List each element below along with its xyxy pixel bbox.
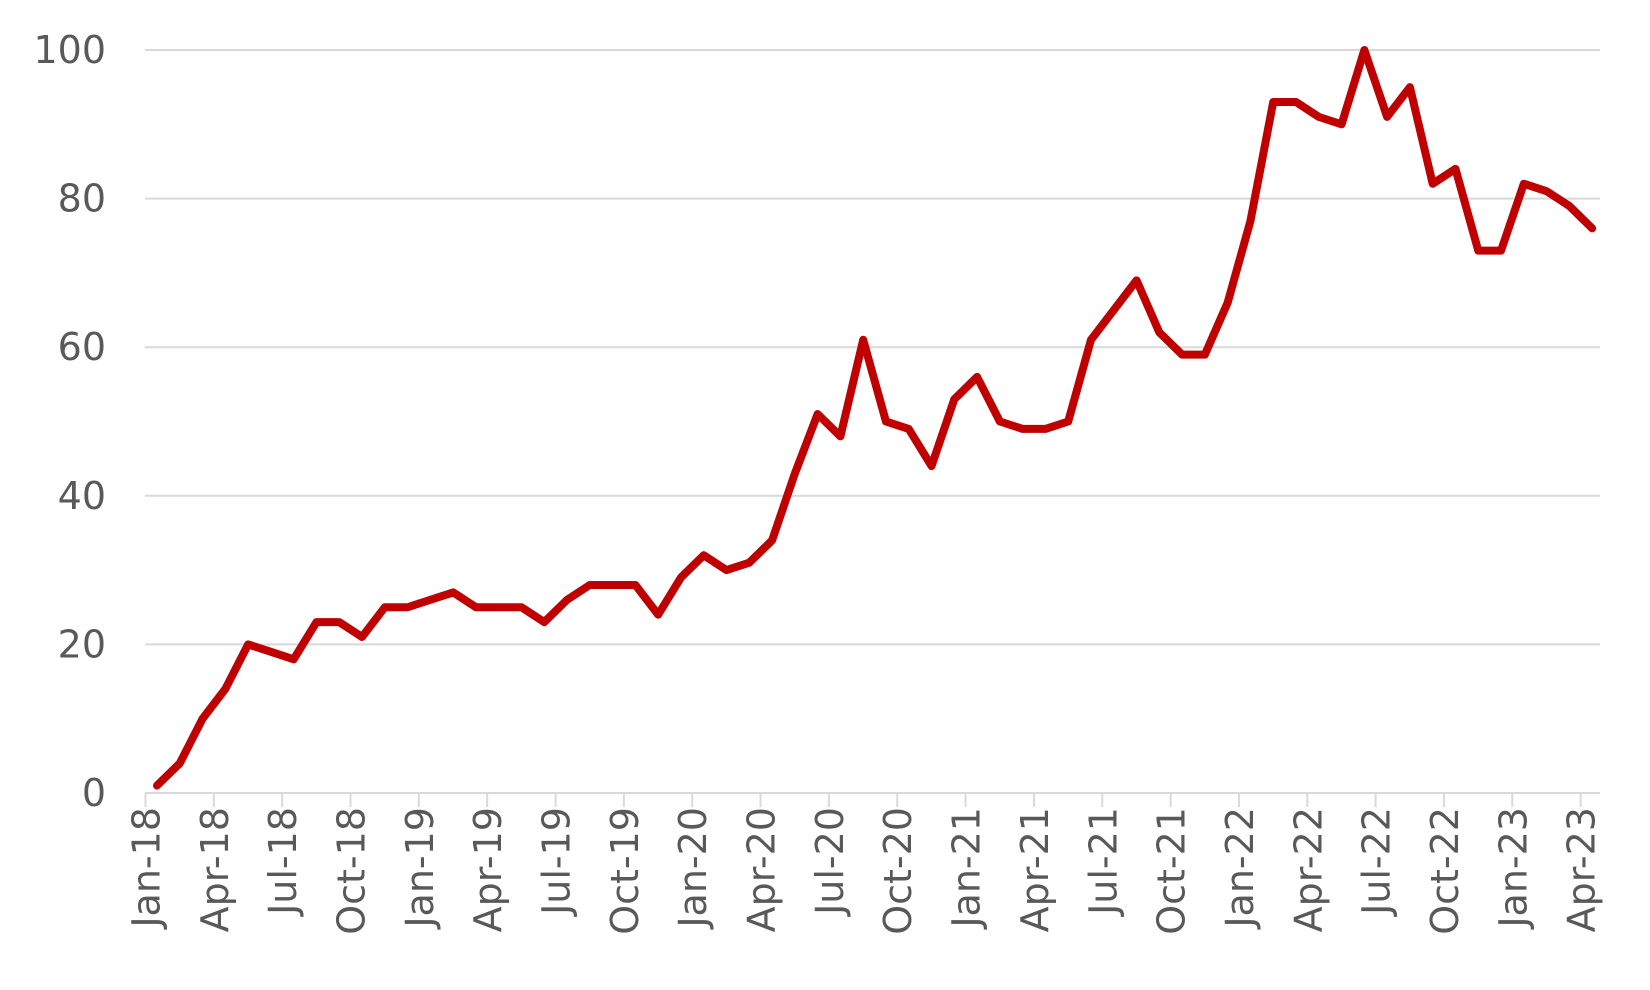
x-tick-label: Jan-18 xyxy=(125,807,169,930)
x-tick-label: Apr-22 xyxy=(1286,807,1330,932)
x-tick-label: Jan-22 xyxy=(1218,807,1262,930)
x-tick-label: Jul-20 xyxy=(808,807,852,917)
x-tick-label: Apr-19 xyxy=(466,807,510,932)
x-tick-label: Jan-23 xyxy=(1491,807,1535,930)
x-tick-label: Jan-20 xyxy=(671,807,715,930)
series-line-0 xyxy=(153,46,1597,790)
x-tick-label: Jul-21 xyxy=(1081,807,1125,917)
y-tick-label: 0 xyxy=(82,771,106,815)
x-tick-label: Jul-18 xyxy=(261,807,305,917)
x-tick-label: Apr-20 xyxy=(740,807,784,932)
y-tick-label: 100 xyxy=(33,28,106,72)
x-tick-label: Jan-21 xyxy=(945,807,989,930)
x-tick-label: Jul-22 xyxy=(1355,807,1399,917)
x-tick-label: Jul-19 xyxy=(535,807,579,917)
gridlines xyxy=(145,49,1600,646)
y-tick-label: 40 xyxy=(58,474,106,518)
x-axis-tick-labels: Jan-18 Apr-18 Jul-18 Oct-18 Jan-19 Apr-19 Jul-… xyxy=(125,807,1604,935)
x-tick-label: Oct-18 xyxy=(330,807,374,935)
x-tick-label: Oct-19 xyxy=(603,807,647,935)
x-tick-label: Oct-21 xyxy=(1150,807,1194,935)
x-tick-label: Apr-23 xyxy=(1560,807,1604,932)
x-tick-label: Jan-19 xyxy=(398,807,442,930)
y-tick-label: 20 xyxy=(58,622,106,666)
x-tick-label: Oct-20 xyxy=(876,807,920,935)
x-tick-label: Apr-21 xyxy=(1013,807,1057,932)
y-tick-label: 80 xyxy=(58,177,106,221)
y-tick-label: 60 xyxy=(58,325,106,369)
x-tick-label: Apr-18 xyxy=(193,807,237,932)
y-axis-tick-labels: 0 20 40 60 80 100 xyxy=(33,28,106,815)
series-layer xyxy=(153,46,1597,790)
x-tick-label: Oct-22 xyxy=(1423,807,1467,935)
x-axis xyxy=(144,792,1600,807)
